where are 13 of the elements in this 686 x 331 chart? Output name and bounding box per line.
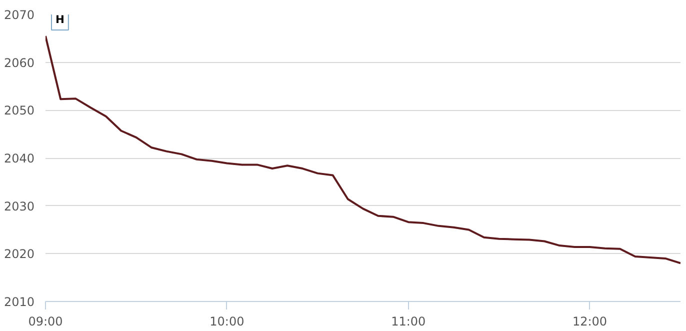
y-tick-label: 2050: [4, 104, 35, 118]
annotation: H: [56, 13, 64, 26]
y-tick-label: 2030: [4, 199, 35, 214]
y-tick-label: 2020: [4, 247, 35, 262]
y-tick-label: 2060: [4, 56, 35, 70]
x-tick-label: 11:00: [391, 314, 426, 328]
y-tick-label: 2070: [4, 8, 35, 22]
x-tick-label: 10:00: [210, 314, 244, 328]
line-series: [46, 35, 680, 264]
x-tick-label: 12:00: [572, 314, 608, 328]
y-tick-label: 2010: [4, 295, 35, 309]
x-tick-label: 09:00: [28, 314, 63, 328]
y-tick-label: 2040: [4, 152, 35, 166]
